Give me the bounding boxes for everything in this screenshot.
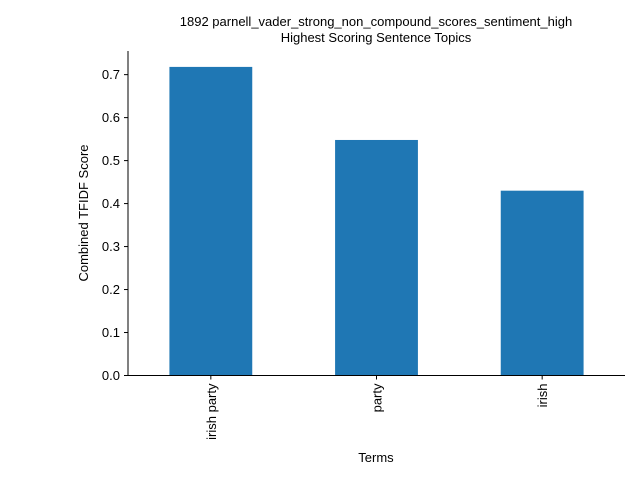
y-axis-ticks: 0.0 0.1 0.2 0.3 0.4 0.5 0.6 0.7 [102,67,128,383]
chart-title: 1892 parnell_vader_strong_non_compound_s… [180,14,572,29]
bar-0 [169,66,253,376]
x-axis-label: Terms [358,450,394,465]
x-axis-ticks: irish party party irish [204,375,550,440]
chart-subtitle: Highest Scoring Sentence Topics [281,30,472,45]
y-tick-label-1: 0.1 [102,325,120,340]
bars-group [169,66,584,376]
y-tick-label-2: 0.2 [102,282,120,297]
y-tick-label-7: 0.7 [102,67,120,82]
x-tick-label-1: party [370,383,385,412]
y-tick-label-0: 0.0 [102,368,120,383]
y-tick-label-3: 0.3 [102,239,120,254]
bar-2 [500,190,584,376]
y-tick-label-5: 0.5 [102,153,120,168]
x-tick-label-0: irish party [204,383,219,440]
y-tick-label-4: 0.4 [102,196,120,211]
y-axis-label: Combined TFIDF Score [76,144,91,281]
y-tick-label-6: 0.6 [102,110,120,125]
x-tick-label-2: irish [535,384,550,408]
bar-1 [335,139,418,376]
